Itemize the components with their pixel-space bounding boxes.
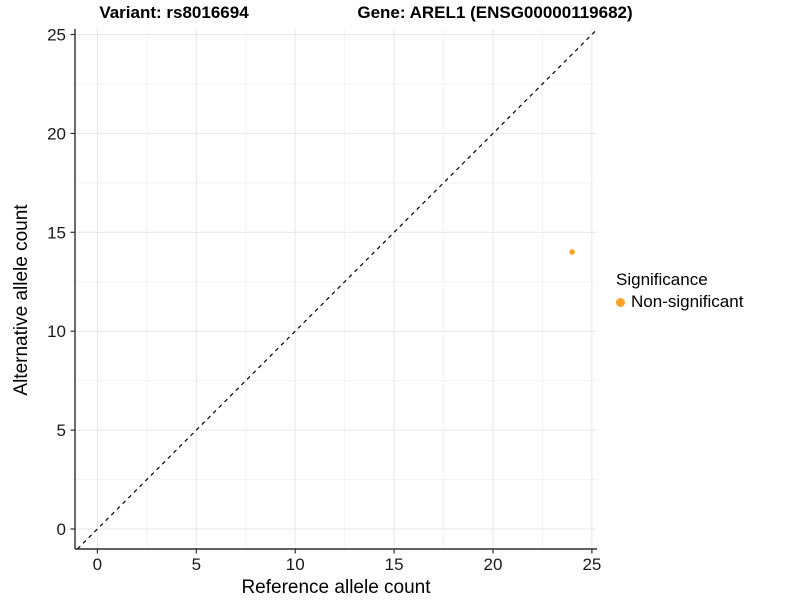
y-tick-label: 25 <box>47 26 66 45</box>
y-tick-label: 15 <box>47 223 66 242</box>
data-point <box>569 249 575 255</box>
plot-title-gene: Gene: AREL1 (ENSG00000119682) <box>357 3 633 22</box>
legend-title: Significance <box>616 270 708 289</box>
x-tick-label: 20 <box>484 555 503 574</box>
plot-title-variant: Variant: rs8016694 <box>99 3 249 22</box>
y-tick-label: 0 <box>57 520 66 539</box>
y-tick-label: 5 <box>57 421 66 440</box>
x-tick-label: 5 <box>192 555 201 574</box>
x-axis-title: Reference allele count <box>241 577 431 598</box>
y-axis-title: Alternative allele count <box>11 204 32 396</box>
x-tick-label: 25 <box>582 555 601 574</box>
legend-item-non-significant: Non-significant <box>616 292 743 312</box>
legend: Significance Non-significant <box>616 269 743 312</box>
x-tick-label: 0 <box>93 555 102 574</box>
x-tick-label: 10 <box>286 555 305 574</box>
legend-item-label: Non-significant <box>631 292 744 311</box>
x-tick-label: 15 <box>385 555 404 574</box>
y-tick-label: 20 <box>47 124 66 143</box>
identity-line <box>76 28 598 550</box>
legend-point-icon <box>616 297 625 307</box>
y-tick-label: 10 <box>47 322 66 341</box>
